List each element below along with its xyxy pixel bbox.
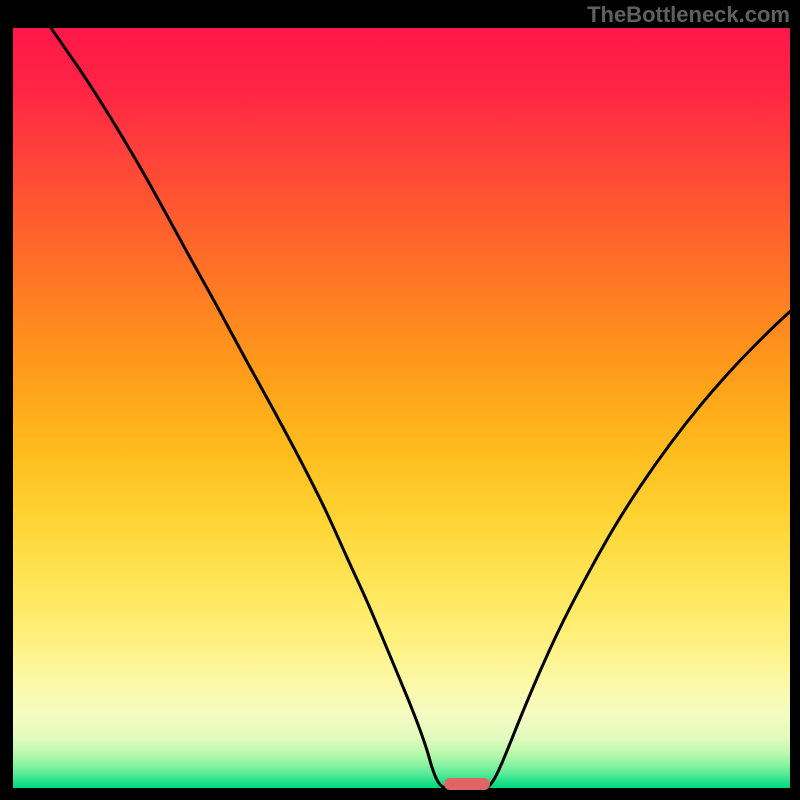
plot-background — [13, 28, 790, 788]
bottleneck-chart — [0, 0, 800, 800]
chart-container: TheBottleneck.com — [0, 0, 800, 800]
watermark-text: TheBottleneck.com — [587, 2, 790, 28]
minimum-marker — [444, 778, 490, 789]
